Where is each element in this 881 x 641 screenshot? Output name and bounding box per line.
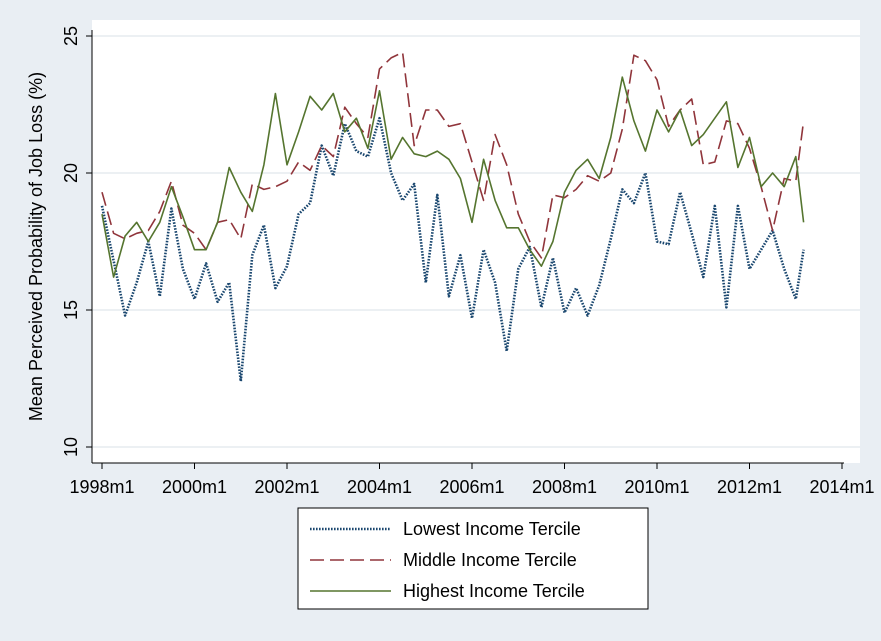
x-tick-label: 2008m1 bbox=[532, 477, 597, 497]
series-line-0 bbox=[100, 116, 805, 383]
x-tick-label: 1998m1 bbox=[69, 477, 134, 497]
x-tick-label: 2010m1 bbox=[624, 477, 689, 497]
plot-area bbox=[92, 20, 860, 463]
y-tick-label: 10 bbox=[61, 437, 81, 457]
y-tick-label: 15 bbox=[61, 300, 81, 320]
x-tick-label: 2014m1 bbox=[809, 477, 874, 497]
legend-label-1: Middle Income Tercile bbox=[403, 550, 577, 570]
legend-label-0: Lowest Income Tercile bbox=[403, 519, 581, 539]
y-tick-label: 20 bbox=[61, 163, 81, 183]
x-tick-label: 2012m1 bbox=[717, 477, 782, 497]
series-group bbox=[100, 51, 805, 383]
axes: 10 15 20 25 1998m1 2000m1 2002m1 2004m1 2006m1 20… bbox=[61, 26, 875, 497]
x-tick-label: 2004m1 bbox=[347, 477, 412, 497]
x-tick-label: 2002m1 bbox=[254, 477, 319, 497]
x-tick-label: 2006m1 bbox=[439, 477, 504, 497]
y-axis-title: Mean Perceived Probability of Job Loss (… bbox=[26, 72, 46, 421]
legend-box bbox=[297, 507, 649, 610]
series-line-2 bbox=[101, 76, 805, 278]
series-line-1 bbox=[101, 51, 805, 259]
y-tick-label: 25 bbox=[61, 26, 81, 46]
legend: Lowest Income Tercile Middle Income Terci… bbox=[297, 507, 649, 610]
legend-label-2: Highest Income Tercile bbox=[403, 581, 585, 601]
x-tick-label: 2000m1 bbox=[162, 477, 227, 497]
